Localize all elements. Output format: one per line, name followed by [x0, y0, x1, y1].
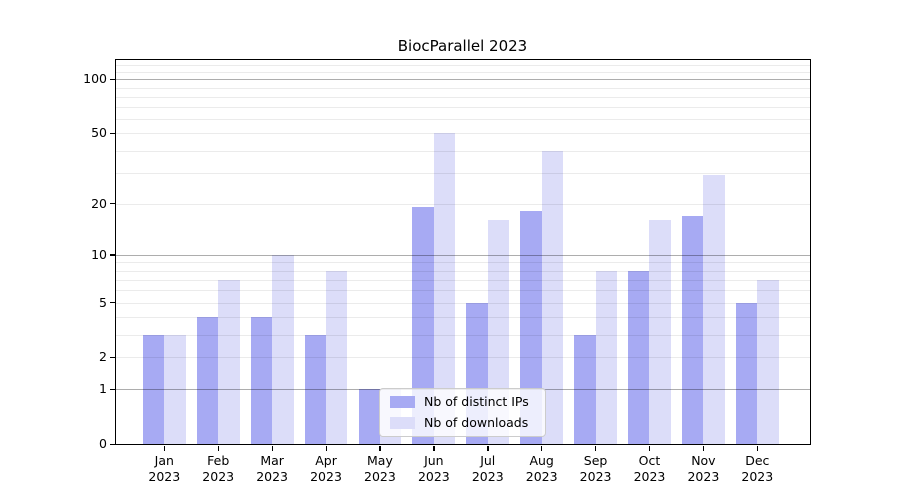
plot-area [115, 59, 810, 445]
x-tick-9 [648, 445, 651, 451]
x-tick-6 [487, 445, 489, 451]
y-tick-label-2: 2 [99, 349, 107, 365]
x-tick-10 [702, 445, 705, 451]
bar-distinct-ips-11 [735, 302, 758, 445]
y-tick-label-1: 1 [99, 381, 107, 397]
legend-swatch-distinct-ips [390, 396, 415, 409]
bar-downloads-7 [541, 150, 564, 445]
bar-downloads-1 [218, 279, 240, 445]
bar-downloads-0 [164, 334, 186, 445]
spine-top [115, 58, 812, 60]
bar-distinct-ips-7 [520, 211, 542, 445]
gridline-minor-3 [115, 334, 810, 336]
x-tick-label-aug: Aug 2023 [525, 453, 558, 485]
y-tick-20 [110, 203, 115, 205]
spine-right [810, 58, 812, 446]
legend-item-downloads: Nb of downloads [380, 414, 545, 430]
x-tick-label-jan: Jan 2023 [148, 453, 181, 485]
bar-downloads-3 [326, 270, 348, 445]
x-tick-3 [325, 445, 327, 451]
x-tick-2 [271, 445, 273, 451]
bar-downloads-2 [272, 254, 294, 445]
x-tick-label-jul: Jul 2023 [471, 453, 504, 485]
gridline-minor-9 [115, 262, 810, 264]
x-tick-8 [595, 445, 597, 451]
gridline-minor-8 [115, 270, 810, 272]
legend-item-distinct-ips: Nb of distinct IPs [380, 395, 545, 409]
spine-bottom [115, 444, 812, 446]
bar-distinct-ips-3 [304, 334, 327, 445]
gridline-minor-30 [115, 172, 810, 174]
y-tick-label-0: 0 [99, 436, 107, 452]
y-tick-2 [110, 356, 115, 359]
x-tick-1 [217, 445, 219, 451]
y-tick-0 [110, 443, 115, 446]
bar-downloads-8 [595, 270, 617, 445]
x-tick-11 [756, 445, 759, 451]
bar-downloads-9 [649, 220, 671, 445]
gridline-minor-5 [115, 302, 810, 304]
bar-distinct-ips-1 [196, 317, 219, 445]
y-tick-label-10: 10 [91, 246, 107, 262]
bar-distinct-ips-2 [250, 317, 273, 445]
bar-distinct-ips-9 [628, 270, 650, 445]
gridline-minor-20 [115, 203, 810, 205]
legend-label-downloads: Nb of downloads [424, 414, 529, 430]
gridline-minor-120 [115, 65, 810, 67]
y-tick-label-100: 100 [83, 71, 107, 87]
gridline-major-100 [115, 79, 810, 81]
y-tick-10 [110, 254, 115, 256]
gridline-minor-2 [115, 357, 810, 359]
bar-distinct-ips-4 [358, 389, 380, 445]
gridline-minor-7 [115, 279, 810, 281]
spine-left [115, 58, 117, 446]
gridline-minor-90 [115, 87, 810, 89]
legend-swatch-downloads [390, 416, 415, 429]
gridline-minor-6 [115, 290, 810, 292]
x-tick-5 [433, 445, 435, 451]
bar-distinct-ips-5 [412, 207, 434, 445]
chart-title: BiocParallel 2023 [397, 37, 528, 55]
gridline-major-10 [115, 254, 810, 256]
bar-distinct-ips-0 [142, 334, 165, 445]
bar-distinct-ips-10 [682, 215, 704, 445]
x-tick-label-sep: Sep 2023 [579, 453, 612, 485]
x-tick-label-feb: Feb 2023 [202, 453, 235, 485]
x-tick-label-jun: Jun 2023 [417, 453, 450, 485]
y-tick-100 [110, 78, 115, 81]
y-tick-1 [110, 388, 115, 391]
y-tick-50 [110, 132, 115, 135]
y-tick-label-50: 50 [91, 125, 107, 141]
bar-distinct-ips-8 [574, 334, 596, 445]
x-tick-4 [379, 445, 381, 451]
x-tick-label-mar: Mar 2023 [256, 453, 289, 485]
x-tick-0 [163, 445, 166, 451]
legend-label-distinct-ips: Nb of distinct IPs [424, 394, 529, 410]
bar-downloads-10 [703, 175, 725, 445]
gridline-minor-70 [115, 107, 810, 109]
y-tick-5 [110, 302, 115, 304]
bar-downloads-11 [757, 279, 779, 445]
x-tick-7 [541, 445, 543, 451]
y-tick-label-20: 20 [91, 195, 107, 211]
gridline-minor-40 [115, 150, 810, 152]
x-tick-label-apr: Apr 2023 [310, 453, 342, 485]
gridline-minor-80 [115, 96, 810, 98]
x-tick-label-may: May 2023 [364, 453, 396, 485]
y-tick-label-5: 5 [99, 294, 107, 310]
legend: Nb of distinct IPs Nb of downloads [379, 388, 546, 437]
gridline-minor-60 [115, 119, 810, 121]
gridline-minor-50 [115, 133, 810, 135]
gridline-minor-110 [115, 71, 810, 73]
x-tick-label-nov: Nov 2023 [687, 453, 720, 485]
x-tick-label-oct: Oct 2023 [633, 453, 666, 485]
x-tick-label-dec: Dec 2023 [741, 453, 774, 485]
gridline-minor-4 [115, 317, 810, 319]
bar-downloads-5 [433, 133, 456, 445]
